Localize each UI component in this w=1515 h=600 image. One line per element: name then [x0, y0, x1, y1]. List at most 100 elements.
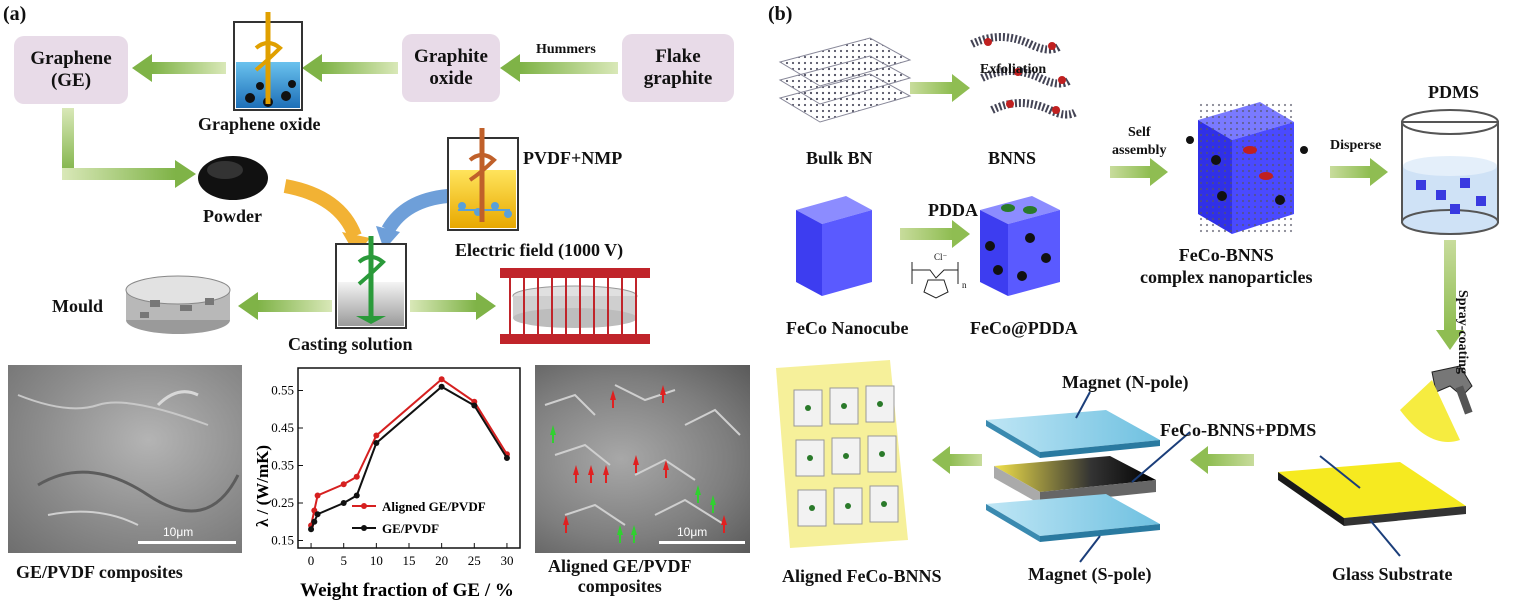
arrow-beaker-to-graphene	[132, 54, 226, 82]
magnet-n-label: Magnet (N-pole)	[1062, 372, 1189, 392]
arrow-powder-to-casting	[283, 179, 362, 239]
x-tick-label: 30	[500, 553, 513, 568]
panel-a-diagram	[62, 12, 650, 344]
y-tick-label: 0.25	[271, 495, 294, 510]
x-tick-label: 15	[403, 553, 416, 568]
sem-right-caption: Aligned GE/PVDF composites	[548, 556, 692, 596]
pvdf-nmp-label: PVDF+NMP	[523, 148, 623, 168]
graphene-oxide-label: Graphene oxide	[198, 114, 321, 134]
self-assembly-label: Self assembly	[1112, 125, 1167, 158]
casting-solution-label: Casting solution	[288, 334, 413, 354]
bulk-bn-label: Bulk BN	[806, 148, 873, 168]
data-point	[311, 518, 318, 525]
y-tick-label: 0.35	[271, 458, 294, 473]
x-tick-label: 10	[370, 553, 383, 568]
scale-label: 10μm	[163, 525, 194, 539]
y-tick-label: 0.15	[271, 533, 294, 548]
chart-x-label: Weight fraction of GE / %	[300, 580, 514, 600]
data-point	[340, 481, 347, 488]
panel-b-diagram	[776, 33, 1499, 563]
powder-label: Powder	[203, 206, 262, 226]
sem-image-aligned: 10μm	[535, 365, 750, 553]
x-tick-label: 20	[435, 553, 448, 568]
graphite-oxide-box: Graphite oxide	[402, 34, 500, 102]
scale-label: 10μm	[677, 525, 708, 539]
graphene-box: Graphene (GE)	[14, 36, 128, 104]
feco-bnns-label: FeCo-BNNS complex nanoparticles	[1140, 245, 1313, 287]
data-point	[314, 511, 321, 518]
glass-substrate-label: Glass Substrate	[1332, 564, 1453, 584]
aligned-feco-bnns-label: Aligned FeCo-BNNS	[782, 566, 942, 586]
arrow-spray-coating	[1436, 240, 1464, 350]
magnet-s-label: Magnet (S-pole)	[1028, 564, 1152, 584]
disperse-label: Disperse	[1330, 138, 1382, 153]
data-point	[503, 455, 510, 461]
data-point	[314, 492, 321, 499]
bnns-label: BNNS	[988, 148, 1037, 168]
pvdf-beaker	[447, 128, 519, 231]
electric-field-apparatus	[500, 268, 650, 344]
arrow-pvdf-to-casting	[381, 189, 449, 234]
arrow-to-magnets	[1190, 446, 1254, 474]
feco-pdms-label: FeCo-BNNS+PDMS	[1160, 420, 1317, 440]
chem-chloride: Cl⁻	[934, 252, 948, 262]
pdda-structure	[911, 262, 959, 299]
data-point	[353, 473, 360, 480]
x-tick-label: 5	[340, 553, 347, 568]
sem-left-caption: GE/PVDF composites	[16, 562, 183, 582]
bulk-bn-sheets	[778, 37, 912, 123]
glass-substrate	[1278, 455, 1466, 557]
exfoliation-label: Exfoliation	[980, 62, 1047, 77]
scale-bar	[138, 541, 236, 544]
feco-nanocube	[796, 196, 872, 296]
mould-label: Mould	[52, 296, 104, 316]
arrow-flake-to-oxide	[500, 54, 618, 82]
arrow-exfoliation	[910, 74, 970, 102]
arrow-casting-to-field	[410, 292, 496, 320]
casting-beaker	[335, 236, 407, 329]
electric-field-label: Electric field (1000 V)	[455, 240, 624, 260]
pdms-label: PDMS	[1428, 82, 1479, 102]
feco-pdda-cube	[980, 196, 1060, 296]
legend-label: Aligned GE/PVDF	[382, 499, 486, 514]
pdms-beaker	[1401, 109, 1499, 235]
feco-nanocube-label: FeCo Nanocube	[786, 318, 909, 338]
y-tick-label: 0.55	[271, 383, 294, 398]
data-point	[373, 440, 380, 446]
arrow-casting-to-mould	[238, 292, 332, 320]
arrow-disperse	[1330, 158, 1388, 186]
flake-graphite-box: Flake graphite	[622, 34, 734, 102]
pdda-label: PDDA	[928, 200, 978, 220]
aligned-film	[776, 360, 908, 548]
data-point	[353, 492, 360, 499]
arrow-self-assembly	[1110, 158, 1168, 186]
legend-label: GE/PVDF	[382, 521, 439, 536]
feco-bnns-complex	[1186, 102, 1308, 234]
arrow-graphene-to-powder	[62, 108, 196, 188]
y-tick-label: 0.45	[271, 420, 294, 435]
spray-gun	[1400, 365, 1473, 442]
graphene-oxide-beaker	[233, 12, 303, 111]
magnet-stack	[986, 391, 1191, 563]
sem-image-ge-pvdf: 10μm	[8, 365, 242, 553]
arrow-pdda	[900, 220, 970, 248]
bnns-sheets	[970, 33, 1079, 119]
data-point	[438, 376, 445, 383]
legend-marker	[361, 525, 367, 531]
panel-a-tag: (a)	[3, 3, 27, 25]
legend-marker	[361, 503, 367, 509]
data-point	[308, 526, 315, 533]
x-tick-label: 0	[308, 553, 315, 568]
mould-dish	[125, 275, 231, 334]
spray-coating-label: Spray-coating	[1455, 290, 1470, 374]
data-point	[373, 432, 380, 439]
thermal-conductivity-chart: λ / (W/mK) Weight fraction of GE / % 0 5 1…	[253, 367, 521, 600]
x-tick-label: 25	[468, 553, 481, 568]
data-point	[438, 383, 445, 390]
arrow-to-aligned	[932, 446, 982, 474]
scale-bar	[659, 541, 745, 544]
chart-y-label: λ / (W/mK)	[253, 445, 272, 527]
chem-n: n	[962, 280, 967, 290]
panel-b-tag: (b)	[768, 3, 793, 25]
feco-pdda-label: FeCo@PDDA	[970, 318, 1078, 338]
